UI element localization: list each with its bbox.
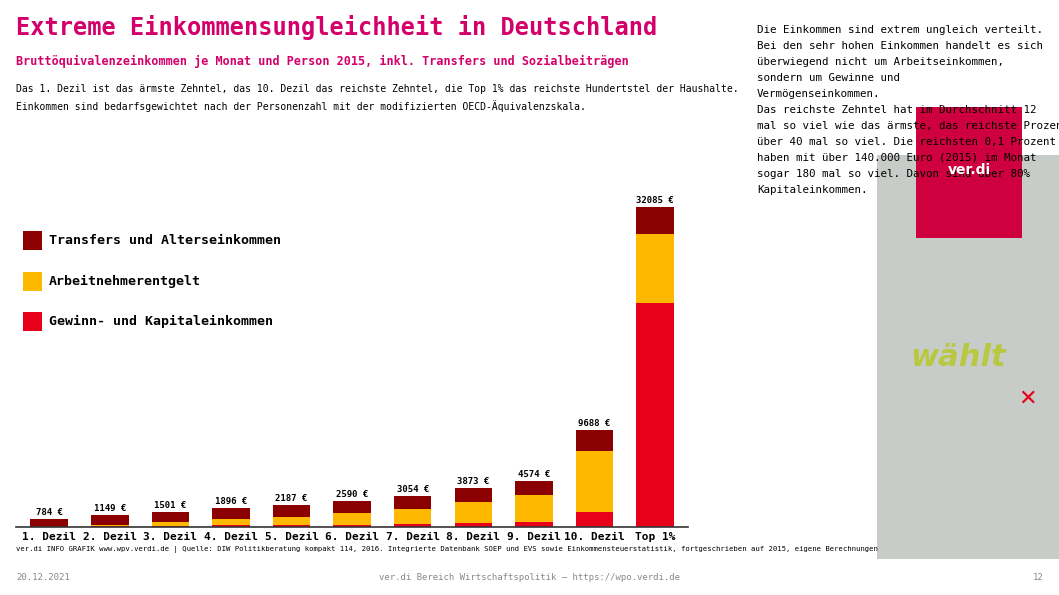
Text: 2590 €: 2590 € bbox=[336, 490, 369, 499]
Bar bbox=[515, 481, 553, 495]
Text: ver.di: ver.di bbox=[948, 162, 990, 177]
Bar bbox=[334, 513, 371, 525]
Bar bbox=[151, 522, 190, 526]
Text: wählt: wählt bbox=[911, 343, 1006, 371]
Bar bbox=[515, 495, 553, 522]
Text: 12: 12 bbox=[1033, 573, 1043, 582]
Bar bbox=[576, 451, 613, 512]
Text: 1149 €: 1149 € bbox=[93, 505, 126, 513]
Text: 4574 €: 4574 € bbox=[518, 470, 550, 480]
Bar bbox=[273, 516, 310, 525]
Text: 9688 €: 9688 € bbox=[578, 419, 611, 428]
Bar bbox=[636, 208, 674, 234]
Bar bbox=[212, 508, 250, 519]
Bar bbox=[636, 303, 674, 527]
Text: 32085 €: 32085 € bbox=[636, 196, 674, 205]
Text: Einkommen sind bedarfsgewichtet nach der Personenzahl mit der modifizierten OECD: Einkommen sind bedarfsgewichtet nach der… bbox=[16, 100, 586, 112]
Bar bbox=[31, 519, 68, 527]
Bar bbox=[151, 526, 190, 527]
Text: Die Einkommen sind extrem ungleich verteilt.
Bei den sehr hohen Einkommen handel: Die Einkommen sind extrem ungleich verte… bbox=[757, 25, 1059, 195]
Bar bbox=[212, 525, 250, 527]
Text: 2187 €: 2187 € bbox=[275, 494, 308, 503]
Bar bbox=[334, 501, 371, 513]
Text: 3873 €: 3873 € bbox=[457, 477, 489, 486]
Text: Gewinn- und Kapitaleinkommen: Gewinn- und Kapitaleinkommen bbox=[49, 315, 273, 328]
Text: 20.12.2021: 20.12.2021 bbox=[16, 573, 70, 582]
Bar bbox=[91, 515, 128, 525]
Bar bbox=[212, 519, 250, 525]
Bar bbox=[394, 509, 431, 524]
Bar bbox=[394, 524, 431, 527]
Text: Arbeitnehmerentgelt: Arbeitnehmerentgelt bbox=[49, 275, 201, 288]
Bar bbox=[394, 496, 431, 509]
Bar bbox=[515, 522, 553, 527]
Bar bbox=[576, 512, 613, 527]
Bar bbox=[273, 505, 310, 516]
Text: 784 €: 784 € bbox=[36, 508, 62, 517]
Text: Das 1. Dezil ist das ärmste Zehntel, das 10. Dezil das reichste Zehntel, die Top: Das 1. Dezil ist das ärmste Zehntel, das… bbox=[16, 84, 738, 95]
Text: ✕: ✕ bbox=[1018, 389, 1037, 409]
Text: Transfers und Alterseinkommen: Transfers und Alterseinkommen bbox=[49, 234, 281, 248]
Text: ver.di INFO GRAFIK www.wpv.verdi.de | Quelle: DIW Politikberatung kompakt 114, 2: ver.di INFO GRAFIK www.wpv.verdi.de | Qu… bbox=[16, 546, 878, 553]
Bar bbox=[454, 502, 492, 523]
Bar bbox=[151, 512, 190, 522]
Bar bbox=[454, 488, 492, 502]
Bar bbox=[91, 525, 128, 526]
Text: Bruttöquivalenzeinkommen je Monat und Person 2015, inkl. Transfers und Sozialbei: Bruttöquivalenzeinkommen je Monat und Pe… bbox=[16, 55, 629, 68]
Text: 1501 €: 1501 € bbox=[155, 501, 186, 510]
Text: ver.di Bereich Wirtschaftspolitik — https://wpo.verdi.de: ver.di Bereich Wirtschaftspolitik — http… bbox=[379, 573, 680, 582]
Bar bbox=[636, 234, 674, 303]
Text: 3054 €: 3054 € bbox=[396, 486, 429, 494]
Bar bbox=[576, 430, 613, 451]
Bar bbox=[454, 523, 492, 527]
Text: 1896 €: 1896 € bbox=[215, 497, 247, 506]
Bar bbox=[334, 525, 371, 527]
Text: Extreme Einkommensungleichheit in Deutschland: Extreme Einkommensungleichheit in Deutsc… bbox=[16, 15, 658, 40]
Bar bbox=[273, 525, 310, 527]
